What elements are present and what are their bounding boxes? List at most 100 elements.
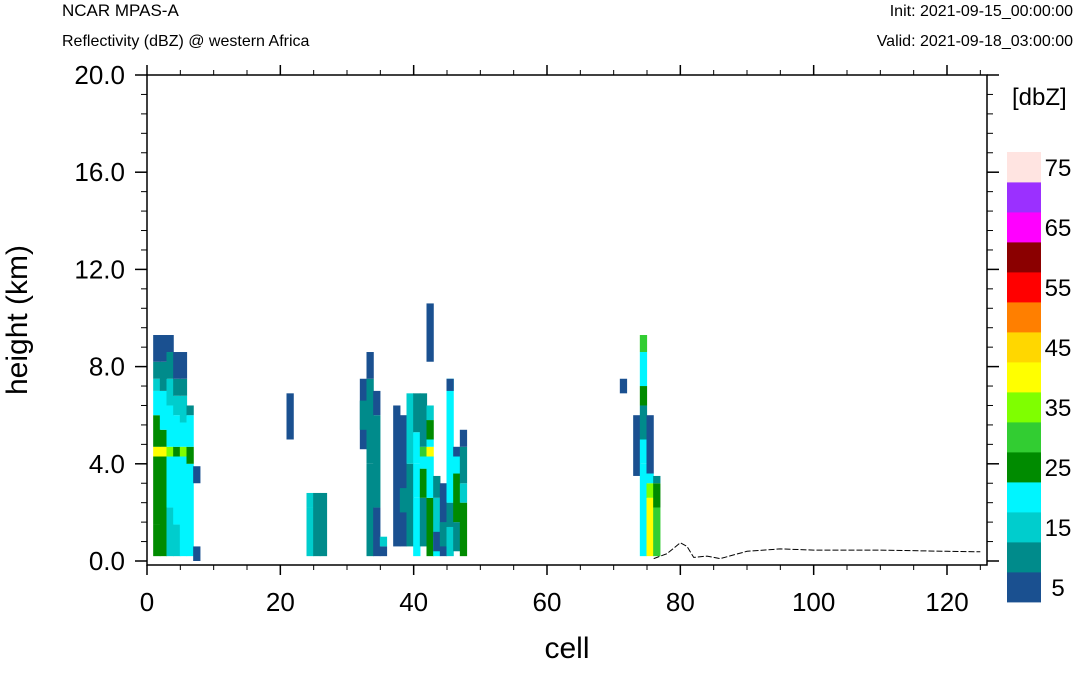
reflectivity-cell xyxy=(639,335,648,353)
reflectivity-cell xyxy=(639,439,648,464)
reflectivity-cell xyxy=(459,483,468,503)
reflectivity-cell xyxy=(159,361,168,391)
reflectivity-cell xyxy=(646,483,654,498)
y-tick-label: 8.0 xyxy=(89,352,125,382)
reflectivity-cell xyxy=(439,522,448,547)
colorbar-swatch xyxy=(1007,182,1041,213)
x-tick-label: 60 xyxy=(533,587,562,617)
reflectivity-cell xyxy=(446,526,454,557)
reflectivity-cell xyxy=(379,546,388,557)
reflectivity-cell xyxy=(439,483,448,557)
reflectivity-cell xyxy=(373,390,381,416)
x-tick-label: 0 xyxy=(140,587,154,617)
colorbar-swatch xyxy=(1007,272,1041,303)
reflectivity-cell xyxy=(426,446,434,457)
colorbar-swatch xyxy=(1007,482,1041,513)
y-tick-label: 4.0 xyxy=(89,449,125,479)
reflectivity-cell xyxy=(419,393,428,447)
reflectivity-cell xyxy=(399,415,408,547)
colorbar-swatch xyxy=(1007,362,1041,393)
reflectivity-cell xyxy=(313,492,321,557)
reflectivity-cell xyxy=(306,507,314,557)
reflectivity-cell xyxy=(379,536,388,547)
reflectivity-cell xyxy=(639,463,648,557)
reflectivity-cell xyxy=(459,446,468,484)
reflectivity-cell xyxy=(186,463,194,557)
reflectivity-cell xyxy=(166,507,174,557)
colorbar-tick-label: 5 xyxy=(1051,575,1064,602)
colorbar-swatch xyxy=(1007,152,1041,183)
reflectivity-cell xyxy=(453,456,461,474)
reflectivity-cell xyxy=(159,456,168,557)
colorbar-swatch xyxy=(1007,512,1041,543)
reflectivity-cell xyxy=(173,415,181,447)
field-subtitle: Reflectivity (dBZ) @ western Africa xyxy=(62,33,310,50)
reflectivity-cell xyxy=(646,497,654,557)
reflectivity-cell xyxy=(186,415,194,447)
init-time: Init: 2021-09-15_00:00:00 xyxy=(890,3,1073,20)
colorbar: 5 15 25 35 45 55 65 75 xyxy=(1007,152,1072,603)
reflectivity-cell xyxy=(173,456,181,525)
reflectivity-cell xyxy=(193,546,201,561)
reflectivity-cell xyxy=(433,531,441,552)
colorbar-swatch xyxy=(1007,392,1041,423)
colorbar-tick-label: 55 xyxy=(1045,275,1072,302)
reflectivity-cell xyxy=(193,466,201,484)
reflectivity-cell xyxy=(159,335,168,362)
reflectivity-cell xyxy=(166,378,174,406)
reflectivity-cell xyxy=(173,524,181,557)
reflectivity-cell xyxy=(373,507,381,557)
reflectivity-cell xyxy=(639,352,648,387)
colorbar-tick-label: 25 xyxy=(1045,455,1072,482)
x-tick-label: 120 xyxy=(925,587,968,617)
reflectivity-cell xyxy=(413,463,421,498)
reflectivity-cell xyxy=(413,497,421,557)
reflectivity-cell xyxy=(366,463,374,557)
colorbar-swatch xyxy=(1007,332,1041,363)
reflectivity-cell xyxy=(186,446,194,464)
reflectivity-cell xyxy=(186,405,194,416)
reflectivity-cell xyxy=(179,456,188,557)
reflectivity-cell xyxy=(446,378,454,457)
reflectivity-cell xyxy=(306,492,314,508)
reflectivity-cell xyxy=(179,352,188,379)
reflectivity-cell xyxy=(453,446,461,457)
reflectivity-cell xyxy=(419,468,428,498)
reflectivity-cell xyxy=(426,420,434,440)
reflectivity-cell xyxy=(179,422,188,447)
reflectivity-cell xyxy=(159,446,168,457)
reflectivity-cell xyxy=(153,335,161,362)
reflectivity-cell xyxy=(166,352,174,379)
reflectivity-cell xyxy=(646,473,654,484)
plot-frame xyxy=(146,74,988,566)
reflectivity-cell xyxy=(153,446,161,457)
reflectivity-cell xyxy=(413,432,421,464)
y-tick-label: 20.0 xyxy=(74,60,125,90)
reflectivity-cell xyxy=(319,492,328,557)
reflectivity-cell xyxy=(173,395,181,416)
y-tick-label: 12.0 xyxy=(74,254,125,284)
colorbar-swatch xyxy=(1007,452,1041,483)
reflectivity-cell xyxy=(653,507,661,557)
reflectivity-cell xyxy=(453,473,461,523)
reflectivity-cell xyxy=(153,361,161,379)
reflectivity-cell xyxy=(419,497,428,547)
reflectivity-cell xyxy=(366,352,374,379)
reflectivity-cell xyxy=(159,390,168,430)
reflectivity-cell xyxy=(373,415,381,508)
colorbar-tick-label: 45 xyxy=(1045,335,1072,362)
reflectivity-cell xyxy=(166,456,174,508)
reflectivity-cell xyxy=(433,475,441,498)
reflectivity-cell xyxy=(653,475,661,484)
reflectivity-cell xyxy=(459,502,468,557)
reflectivity-cell xyxy=(286,393,294,440)
reflectivity-cell xyxy=(646,415,654,474)
x-tick-label: 100 xyxy=(792,587,835,617)
x-tick-label: 40 xyxy=(399,587,428,617)
reflectivity-cell xyxy=(166,405,174,447)
colorbar-tick-label: 75 xyxy=(1045,155,1072,182)
colorbar-swatch xyxy=(1007,542,1041,573)
colorbar-tick-label: 65 xyxy=(1045,215,1072,242)
reflectivity-cell xyxy=(179,446,188,457)
y-tick-label: 16.0 xyxy=(74,157,125,187)
